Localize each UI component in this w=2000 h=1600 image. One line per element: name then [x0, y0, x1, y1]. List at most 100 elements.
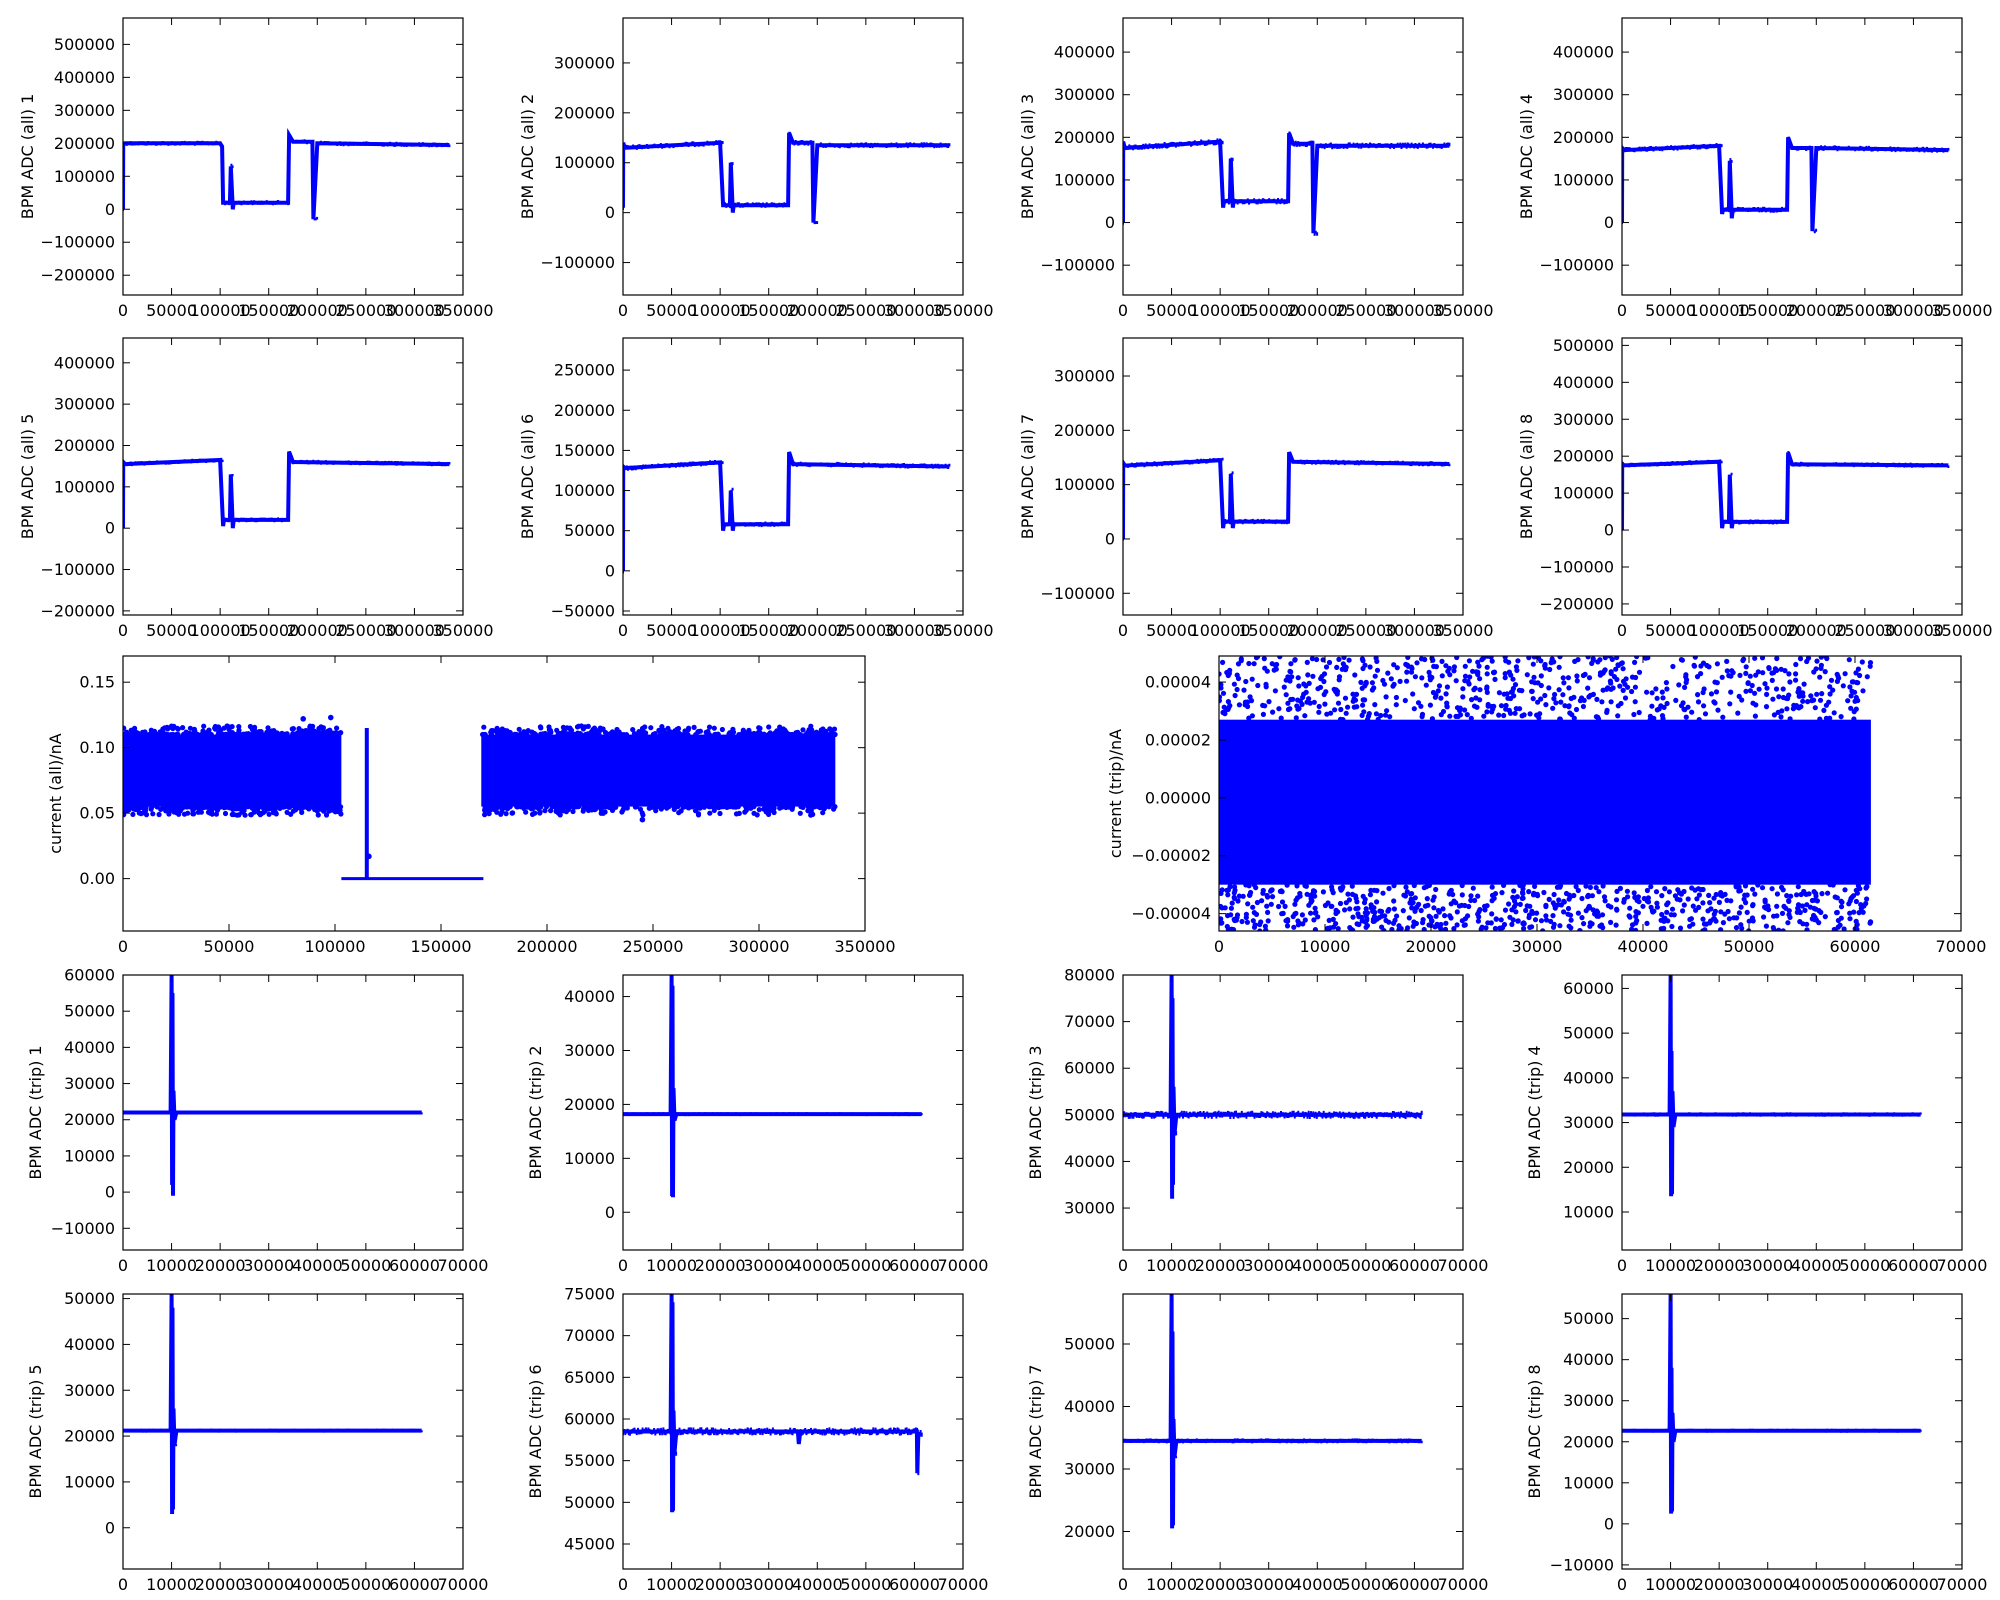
data-point [1527, 711, 1533, 717]
data-point [1549, 656, 1555, 662]
data-point [1814, 658, 1820, 664]
y-tick-label: 400000 [1054, 43, 1115, 62]
data-point [1404, 662, 1410, 668]
data-point [1436, 683, 1443, 689]
data-point [1742, 892, 1748, 898]
y-axis-label: BPM ADC (all) 8 [1517, 414, 1536, 539]
x-tick-label: 10000 [1146, 1575, 1197, 1594]
data-point [808, 812, 814, 818]
data-point [1670, 663, 1676, 670]
data-point [1363, 680, 1369, 687]
data-point [1688, 916, 1694, 922]
x-tick-label: 60000 [1389, 1575, 1440, 1594]
x-tick-label: 300000 [884, 301, 945, 320]
data-point [1411, 706, 1417, 712]
data-point [1817, 697, 1824, 703]
x-tick-label: 50000 [340, 1575, 391, 1594]
data-point [1778, 714, 1784, 720]
x-tick-label: 20000 [195, 1575, 246, 1594]
data-point [1501, 921, 1508, 928]
data-point [1750, 700, 1756, 706]
data-point [1590, 907, 1596, 913]
data-point [570, 808, 576, 815]
data-point [1600, 883, 1606, 889]
series-line [1123, 1294, 1422, 1529]
data-point [1394, 913, 1400, 919]
x-tick-label: 100000 [1689, 621, 1750, 640]
data-point [1370, 918, 1376, 925]
data-point [1608, 699, 1614, 705]
data-point [1434, 921, 1440, 927]
data-point [257, 812, 263, 818]
data-point [1538, 696, 1544, 702]
data-point [1244, 919, 1250, 925]
y-tick-label: 0.10 [79, 738, 115, 757]
x-tick-label: 250000 [1834, 301, 1895, 320]
data-point [1300, 921, 1306, 927]
data-point [203, 730, 209, 736]
data-point [1374, 899, 1380, 905]
data-point [1360, 893, 1366, 899]
data-point [1847, 910, 1853, 916]
data-point [717, 810, 723, 817]
data-point [1373, 711, 1379, 717]
data-point [270, 808, 276, 815]
data-point [1246, 715, 1252, 721]
data-point [1297, 698, 1303, 704]
y-axis: 45000 50000 55000 60000 65000 70000 75000 [564, 1285, 963, 1554]
data-point [1311, 917, 1317, 923]
data-point [1277, 656, 1283, 660]
data-point [1846, 657, 1852, 663]
data-point [160, 730, 167, 736]
data-point [1692, 656, 1698, 660]
data-point [1551, 891, 1557, 898]
data-point [1779, 708, 1785, 714]
data-point [1867, 663, 1873, 669]
data-point [711, 725, 717, 731]
series-noise [123, 451, 451, 529]
axes-frame [622, 17, 964, 296]
x-tick-label: 20000 [695, 1256, 746, 1275]
data-series [1622, 975, 1922, 1197]
data-point [1426, 669, 1432, 676]
data-point [1580, 703, 1586, 710]
x-tick-label: 300000 [384, 301, 445, 320]
data-point [1546, 685, 1552, 691]
data-point [1250, 918, 1256, 924]
data-point [1511, 888, 1517, 894]
data-point [1840, 683, 1846, 689]
data-point [509, 810, 516, 816]
data-point [1831, 710, 1837, 716]
data-point [1489, 884, 1495, 890]
data-point [1254, 899, 1260, 906]
data-point [1386, 885, 1392, 892]
data-point [1784, 706, 1790, 712]
data-point [1828, 677, 1835, 683]
y-tick-label: −100000 [41, 233, 115, 252]
data-point [1433, 913, 1439, 919]
data-point [1465, 913, 1471, 919]
y-axis-label: BPM ADC (all) 4 [1517, 94, 1536, 219]
data-point [1856, 910, 1862, 916]
data-point [1484, 684, 1490, 690]
data-point [1513, 664, 1519, 670]
y-tick-label: −0.00004 [1131, 904, 1211, 923]
data-point [1662, 886, 1668, 892]
y-tick-label: 60000 [1563, 979, 1614, 998]
series-line [623, 451, 950, 571]
data-point [1403, 884, 1409, 890]
data-point [1302, 917, 1308, 923]
data-point [1597, 672, 1603, 678]
data-point [1599, 912, 1606, 918]
data-point [1776, 694, 1782, 700]
data-point [1853, 898, 1859, 905]
data-point [1641, 895, 1647, 902]
x-tick-label: 100000 [690, 301, 751, 320]
data-point [1442, 926, 1449, 931]
data-point [1613, 897, 1620, 903]
data-point [637, 806, 644, 812]
axes-frame [1218, 655, 1962, 932]
data-point [1566, 685, 1572, 691]
y-axis: 0 10000 20000 30000 40000 [564, 987, 963, 1222]
data-point [1744, 909, 1750, 916]
